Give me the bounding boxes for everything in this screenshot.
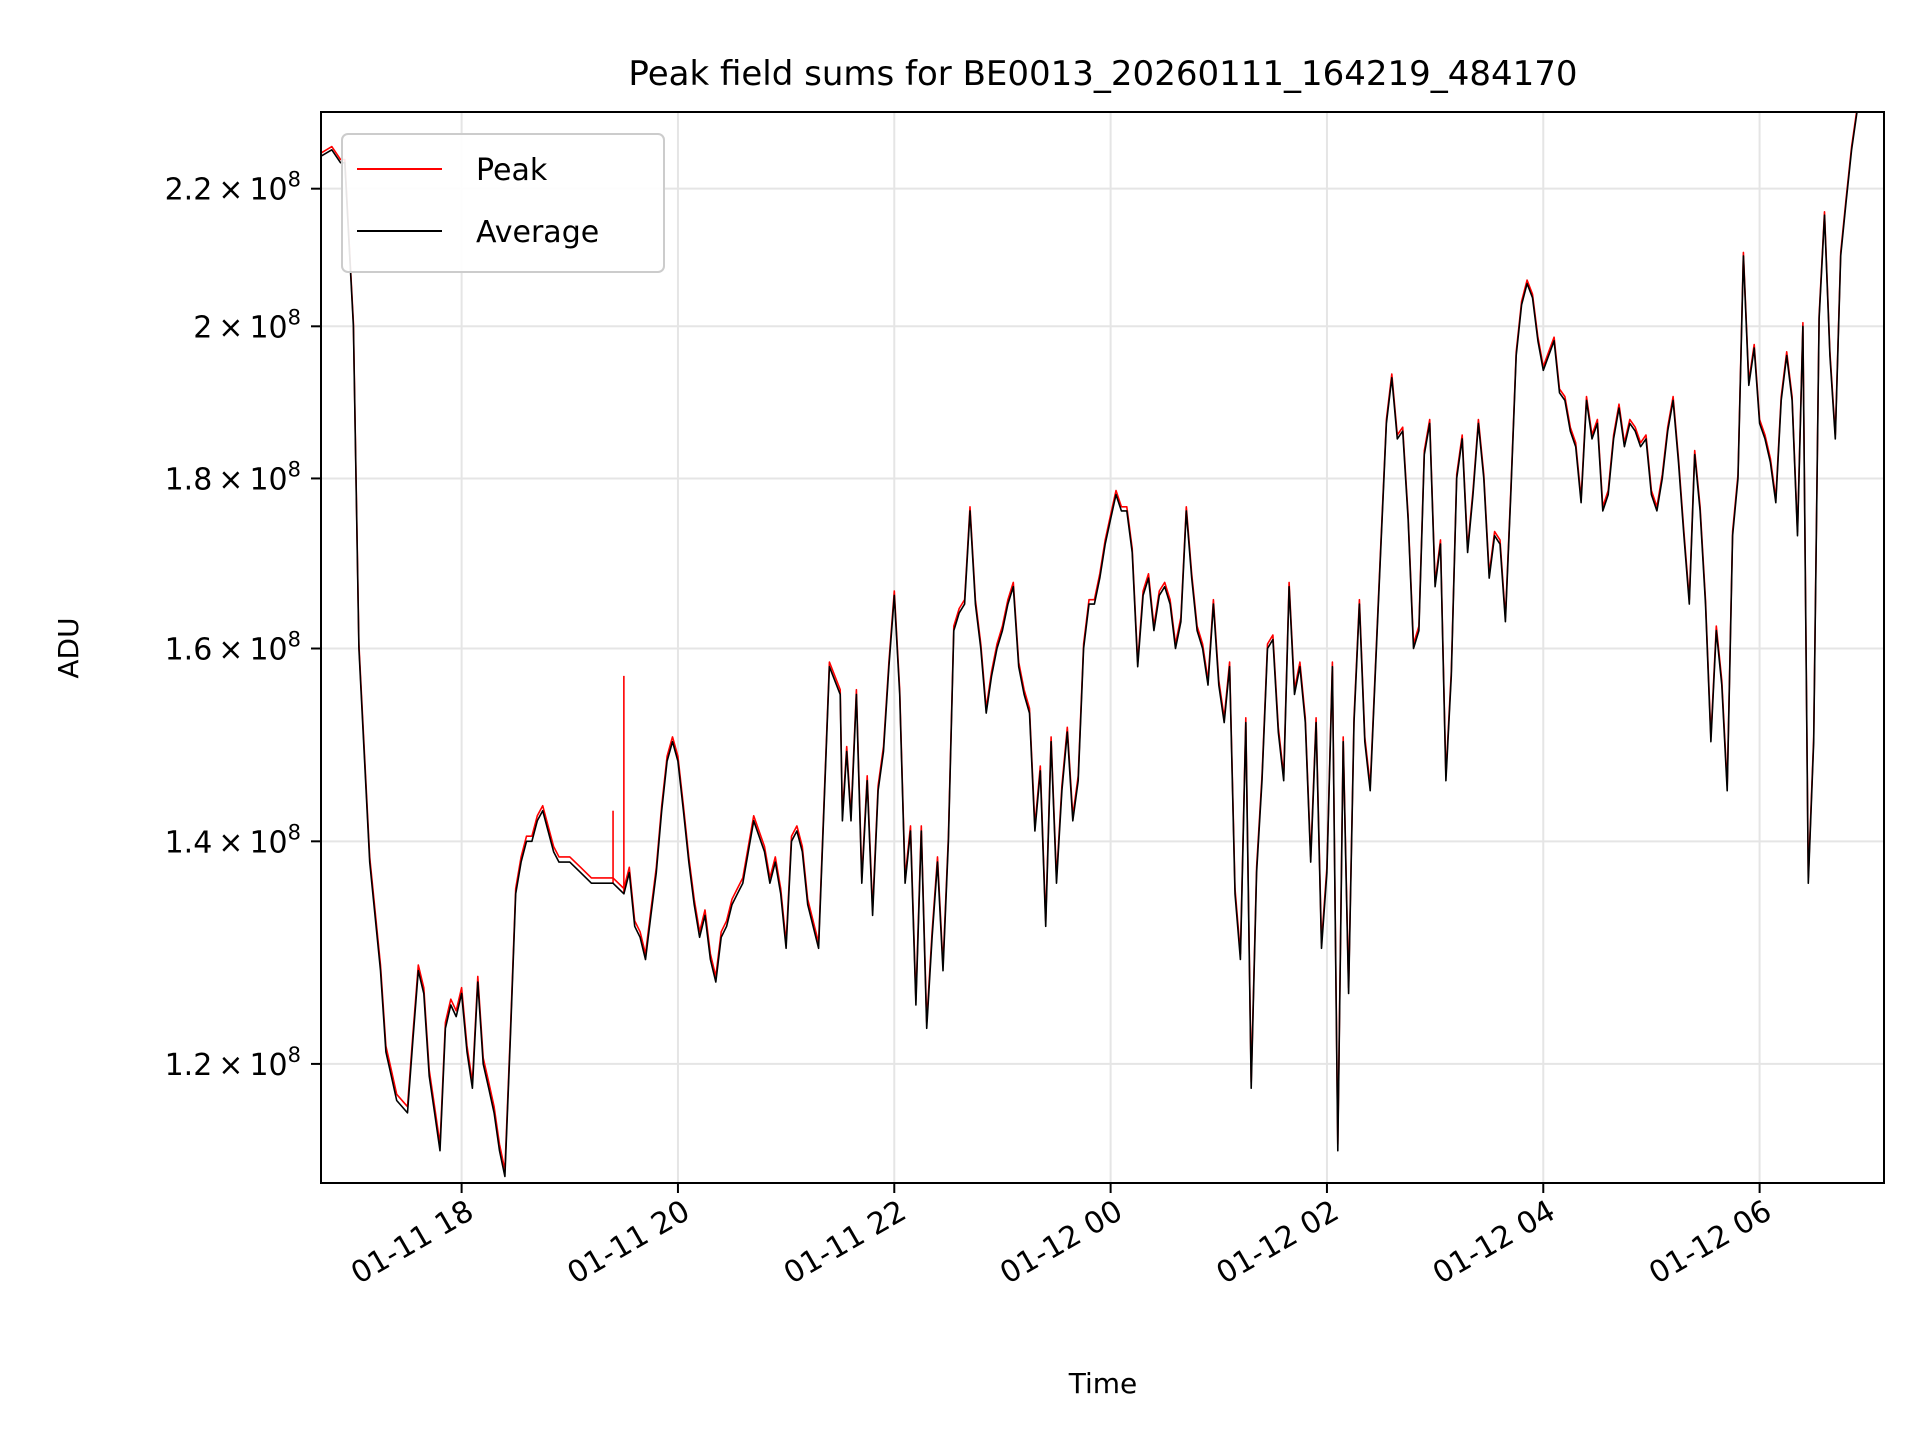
y-tick-base: 10 bbox=[249, 462, 287, 497]
y-tick-times: × bbox=[212, 173, 249, 208]
y-tick-label: 2 × 108 bbox=[193, 305, 301, 345]
y-tick-base: 10 bbox=[249, 825, 287, 860]
y-axis-label: ADU bbox=[52, 617, 85, 678]
series-layer bbox=[321, 112, 1858, 1178]
y-tick-mantissa: 1.4 bbox=[165, 825, 213, 860]
y-tick-times: × bbox=[212, 825, 249, 860]
series-average-line bbox=[321, 112, 1858, 1178]
grid-lines bbox=[321, 112, 1884, 1183]
y-tick-times: × bbox=[212, 310, 249, 345]
y-tick-base: 10 bbox=[249, 173, 287, 208]
y-tick-mantissa: 2.2 bbox=[165, 173, 213, 208]
y-tick-base: 10 bbox=[249, 1048, 287, 1083]
y-tick-mantissa: 1.2 bbox=[165, 1048, 213, 1083]
y-tick-times: × bbox=[212, 462, 249, 497]
y-tick-base: 10 bbox=[249, 633, 287, 668]
y-tick-mantissa: 1.8 bbox=[165, 462, 213, 497]
y-tick-exponent: 8 bbox=[288, 628, 301, 652]
x-axis-label: Time bbox=[1068, 1367, 1138, 1400]
y-tick-label: 1.2 × 108 bbox=[165, 1043, 301, 1083]
y-tick-base: 10 bbox=[249, 310, 287, 345]
y-tick-exponent: 8 bbox=[288, 1043, 301, 1067]
legend: Peak Average bbox=[341, 133, 665, 273]
y-tick-exponent: 8 bbox=[288, 305, 301, 329]
y-tick-times: × bbox=[212, 633, 249, 668]
chart-title: Peak field sums for BE0013_20260111_1642… bbox=[628, 54, 1577, 94]
legend-label-average: Average bbox=[476, 215, 599, 250]
y-tick-exponent: 8 bbox=[288, 457, 301, 481]
y-tick-label: 1.8 × 108 bbox=[165, 457, 301, 497]
plot-frame bbox=[320, 111, 1885, 1184]
y-tick-exponent: 8 bbox=[288, 168, 301, 192]
y-tick-mantissa: 1.6 bbox=[165, 633, 213, 668]
y-tick-label: 1.6 × 108 bbox=[165, 628, 301, 668]
y-tick-times: × bbox=[212, 1048, 249, 1083]
y-tick-label: 2.2 × 108 bbox=[165, 168, 301, 208]
legend-label-peak: Peak bbox=[476, 153, 548, 188]
y-tick-label: 1.4 × 108 bbox=[165, 820, 301, 860]
y-tick-exponent: 8 bbox=[288, 820, 301, 844]
y-tick-mantissa: 2 bbox=[193, 310, 212, 345]
